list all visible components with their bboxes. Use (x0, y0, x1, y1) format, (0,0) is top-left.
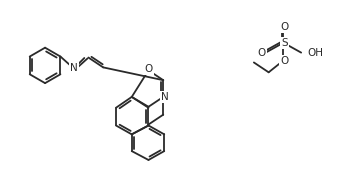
Text: O: O (144, 64, 153, 74)
Text: S: S (281, 38, 288, 48)
Text: O: O (258, 48, 266, 58)
Text: O: O (280, 22, 288, 32)
Text: OH: OH (307, 48, 323, 58)
Text: N: N (70, 63, 78, 73)
Text: O: O (280, 56, 288, 66)
Text: N: N (161, 92, 169, 102)
